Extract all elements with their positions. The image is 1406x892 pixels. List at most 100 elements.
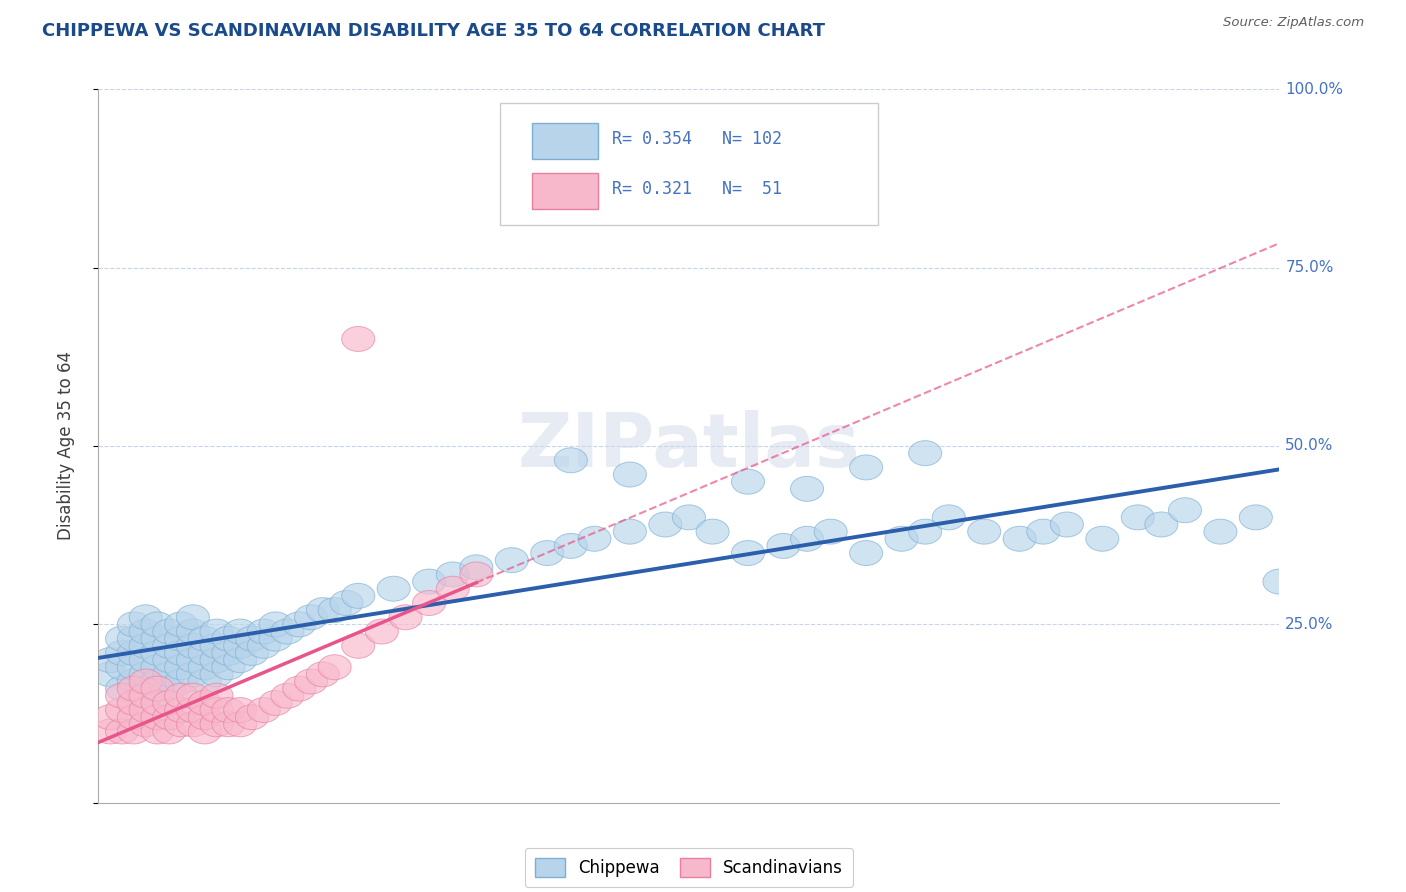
Ellipse shape	[613, 519, 647, 544]
Ellipse shape	[129, 648, 162, 673]
Ellipse shape	[176, 683, 209, 708]
Text: ZIPatlas: ZIPatlas	[517, 409, 860, 483]
Ellipse shape	[176, 712, 209, 737]
Ellipse shape	[129, 605, 162, 630]
Ellipse shape	[648, 512, 682, 537]
Ellipse shape	[153, 705, 186, 730]
Ellipse shape	[141, 612, 174, 637]
Ellipse shape	[176, 648, 209, 673]
Ellipse shape	[235, 626, 269, 651]
Ellipse shape	[188, 640, 221, 665]
Ellipse shape	[1239, 505, 1272, 530]
Ellipse shape	[105, 655, 139, 680]
Ellipse shape	[247, 633, 280, 658]
Ellipse shape	[129, 669, 162, 694]
Ellipse shape	[141, 676, 174, 701]
Ellipse shape	[366, 619, 398, 644]
Ellipse shape	[176, 619, 209, 644]
Ellipse shape	[259, 612, 292, 637]
Ellipse shape	[318, 598, 352, 623]
Ellipse shape	[224, 712, 257, 737]
Ellipse shape	[412, 569, 446, 594]
Ellipse shape	[165, 712, 198, 737]
Ellipse shape	[436, 576, 470, 601]
Ellipse shape	[814, 519, 848, 544]
Ellipse shape	[188, 719, 221, 744]
Ellipse shape	[105, 676, 139, 701]
Ellipse shape	[165, 612, 198, 637]
Ellipse shape	[235, 640, 269, 665]
Ellipse shape	[117, 669, 150, 694]
Text: 25.0%: 25.0%	[1285, 617, 1334, 632]
Ellipse shape	[188, 655, 221, 680]
Ellipse shape	[271, 619, 304, 644]
Ellipse shape	[212, 712, 245, 737]
Text: 75.0%: 75.0%	[1285, 260, 1334, 275]
Text: R= 0.354   N= 102: R= 0.354 N= 102	[612, 130, 782, 148]
Ellipse shape	[224, 633, 257, 658]
Ellipse shape	[436, 562, 470, 587]
Ellipse shape	[153, 619, 186, 644]
Ellipse shape	[247, 698, 280, 723]
Ellipse shape	[153, 719, 186, 744]
Ellipse shape	[294, 669, 328, 694]
Ellipse shape	[141, 626, 174, 651]
Ellipse shape	[200, 662, 233, 687]
Ellipse shape	[129, 676, 162, 701]
Text: CHIPPEWA VS SCANDINAVIAN DISABILITY AGE 35 TO 64 CORRELATION CHART: CHIPPEWA VS SCANDINAVIAN DISABILITY AGE …	[42, 22, 825, 40]
Ellipse shape	[578, 526, 612, 551]
Ellipse shape	[165, 669, 198, 694]
FancyBboxPatch shape	[501, 103, 877, 225]
Ellipse shape	[790, 526, 824, 551]
Ellipse shape	[117, 676, 150, 701]
Ellipse shape	[141, 690, 174, 715]
Ellipse shape	[94, 719, 127, 744]
FancyBboxPatch shape	[531, 173, 598, 209]
Ellipse shape	[1263, 569, 1296, 594]
Ellipse shape	[766, 533, 800, 558]
Text: R= 0.321   N=  51: R= 0.321 N= 51	[612, 180, 782, 198]
Ellipse shape	[554, 448, 588, 473]
Ellipse shape	[1144, 512, 1178, 537]
Ellipse shape	[908, 519, 942, 544]
Ellipse shape	[105, 719, 139, 744]
Ellipse shape	[613, 462, 647, 487]
Ellipse shape	[342, 633, 375, 658]
Ellipse shape	[224, 698, 257, 723]
Ellipse shape	[200, 648, 233, 673]
Ellipse shape	[342, 583, 375, 608]
Ellipse shape	[849, 541, 883, 566]
Ellipse shape	[200, 683, 233, 708]
Ellipse shape	[318, 655, 352, 680]
Ellipse shape	[94, 648, 127, 673]
Ellipse shape	[283, 612, 316, 637]
Ellipse shape	[884, 526, 918, 551]
Ellipse shape	[212, 655, 245, 680]
Ellipse shape	[129, 683, 162, 708]
Ellipse shape	[1168, 498, 1202, 523]
Ellipse shape	[141, 655, 174, 680]
Ellipse shape	[235, 705, 269, 730]
Ellipse shape	[153, 676, 186, 701]
Ellipse shape	[141, 683, 174, 708]
Ellipse shape	[94, 662, 127, 687]
Ellipse shape	[129, 698, 162, 723]
Ellipse shape	[731, 469, 765, 494]
Ellipse shape	[188, 669, 221, 694]
Legend: Chippewa, Scandinavians: Chippewa, Scandinavians	[524, 848, 853, 888]
Ellipse shape	[176, 633, 209, 658]
Ellipse shape	[188, 705, 221, 730]
Ellipse shape	[200, 698, 233, 723]
Ellipse shape	[200, 712, 233, 737]
Ellipse shape	[117, 705, 150, 730]
Ellipse shape	[790, 476, 824, 501]
Ellipse shape	[117, 719, 150, 744]
Ellipse shape	[165, 698, 198, 723]
Ellipse shape	[200, 619, 233, 644]
Ellipse shape	[1085, 526, 1119, 551]
Ellipse shape	[908, 441, 942, 466]
Ellipse shape	[530, 541, 564, 566]
Ellipse shape	[932, 505, 966, 530]
Ellipse shape	[247, 619, 280, 644]
Ellipse shape	[129, 712, 162, 737]
